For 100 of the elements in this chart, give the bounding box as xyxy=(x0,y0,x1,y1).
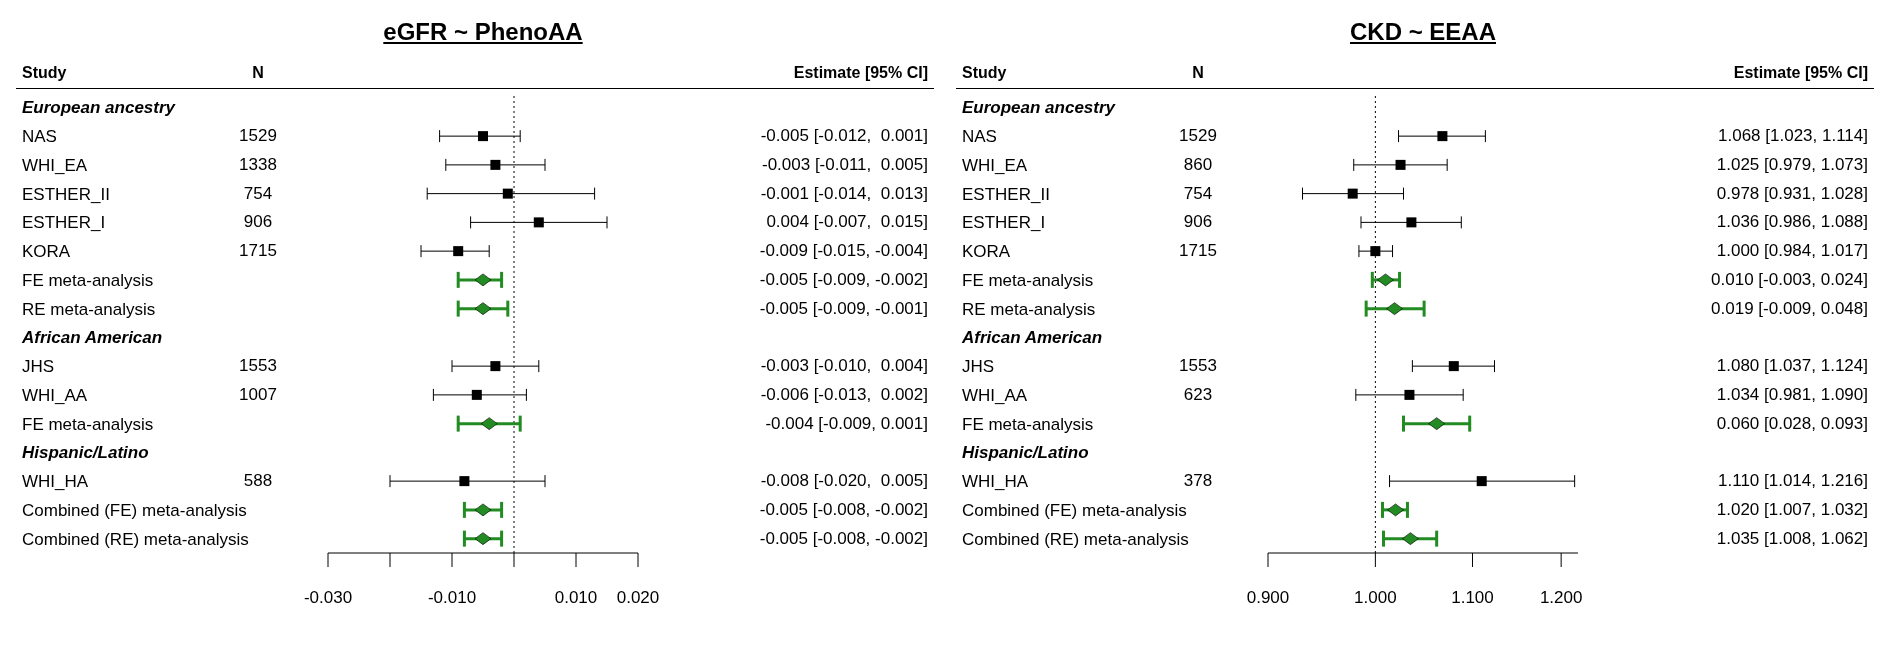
text: -0.005 [-0.012, 0.001] xyxy=(760,126,928,146)
point xyxy=(459,476,470,487)
text: -0.003 [-0.010, 0.004] xyxy=(760,356,928,376)
y-tick-label: WHI_AA xyxy=(22,385,88,405)
text: 0.019 [-0.009, 0.048] xyxy=(1711,298,1868,318)
y-tick-label: Combined (FE) meta-analysis xyxy=(22,500,247,520)
text: -0.003 [-0.011, 0.005] xyxy=(761,154,928,174)
y-tick-label: ESTHER_II xyxy=(962,184,1050,204)
text: -0.005 [-0.009, -0.001] xyxy=(759,298,928,318)
text: 1.080 [1.037, 1.124] xyxy=(1716,356,1868,376)
point xyxy=(474,503,492,517)
point xyxy=(1476,476,1487,487)
point xyxy=(1386,302,1403,315)
point xyxy=(490,159,501,170)
text: 1.035 [1.008, 1.062] xyxy=(1716,528,1868,548)
y-tick-label: JHS xyxy=(22,357,55,377)
y-tick-label: WHI_EA xyxy=(22,155,88,175)
text: 1.110 [1.014, 1.216] xyxy=(1718,471,1868,491)
text: Study xyxy=(22,64,67,82)
y-tick-label: FE meta-analysis xyxy=(962,270,1094,290)
y-tick-label: NAS xyxy=(962,127,997,147)
y2-tick-label: 1007 xyxy=(238,384,278,405)
x-tick-label: 0.900 xyxy=(1246,588,1290,608)
y2-tick-label: 378 xyxy=(1182,471,1214,492)
point xyxy=(533,217,544,228)
text: -0.006 [-0.013, 0.002] xyxy=(760,384,928,404)
point xyxy=(1377,273,1394,287)
text: 0.978 [0.931, 1.028] xyxy=(1716,183,1868,203)
y-tick-label: ESTHER_I xyxy=(22,213,106,233)
text: 1.025 [0.979, 1.073] xyxy=(1716,154,1868,174)
y-tick-label: FE meta-analysis xyxy=(22,414,154,434)
y-tick-label: FE meta-analysis xyxy=(22,270,154,290)
y-tick-label: Combined (FE) meta-analysis xyxy=(962,500,1187,520)
point xyxy=(1402,532,1419,545)
point xyxy=(474,302,492,315)
point xyxy=(1395,159,1406,170)
text: -0.009 [-0.015, -0.004] xyxy=(759,241,928,261)
y-tick-label: ESTHER_II xyxy=(22,184,110,204)
y-tick-label: RE meta-analysis xyxy=(22,299,156,319)
chart-title: eGFR ~ PhenoAA xyxy=(382,18,584,46)
y-tick-label: African American xyxy=(961,328,1103,348)
point xyxy=(478,131,488,142)
x-tick-label: 0.020 xyxy=(616,588,660,608)
y2-tick-label: 754 xyxy=(242,183,274,204)
y-tick-label: KORA xyxy=(22,242,71,262)
x-tick-label: 0.010 xyxy=(554,588,598,608)
y-tick-label: European ancestry xyxy=(962,98,1117,118)
text: Estimate [95% CI] xyxy=(1733,64,1868,82)
text: 1.034 [0.981, 1.090] xyxy=(1716,384,1868,404)
y-tick-label: Hispanic/Latino xyxy=(962,443,1089,463)
point xyxy=(1347,188,1358,199)
text: 1.020 [1.007, 1.032] xyxy=(1716,499,1868,519)
y2-tick-label: 1715 xyxy=(238,241,278,262)
text: Estimate [95% CI] xyxy=(793,64,928,82)
y-tick-label: RE meta-analysis xyxy=(962,299,1096,319)
y-tick-label: European ancestry xyxy=(22,98,177,118)
point xyxy=(1370,246,1381,257)
x-tick-label: -0.010 xyxy=(427,588,477,608)
point xyxy=(1404,389,1415,400)
point xyxy=(1448,361,1459,372)
text: 0.004 [-0.007, 0.015] xyxy=(766,212,928,232)
y2-tick-label: 1715 xyxy=(1178,241,1218,262)
point xyxy=(1428,417,1445,430)
text: N xyxy=(251,64,265,82)
point xyxy=(1437,131,1448,142)
point xyxy=(1406,217,1417,228)
point xyxy=(502,188,513,199)
y-tick-label: JHS xyxy=(962,357,995,377)
text: -0.005 [-0.008, -0.002] xyxy=(759,528,928,548)
point xyxy=(453,246,464,257)
y-tick-label: WHI_AA xyxy=(962,385,1028,405)
y-tick-label: WHI_EA xyxy=(962,155,1028,175)
y2-tick-label: 906 xyxy=(1182,212,1214,233)
point xyxy=(490,361,501,372)
y2-tick-label: 1338 xyxy=(238,154,278,175)
chart-title: CKD ~ EEAA xyxy=(1349,18,1497,46)
y2-tick-label: 1553 xyxy=(238,356,278,377)
text: 1.036 [0.986, 1.088] xyxy=(1716,212,1868,232)
text: -0.004 [-0.009, 0.001] xyxy=(765,413,928,433)
text: -0.001 [-0.014, 0.013] xyxy=(760,183,928,203)
y-tick-label: NAS xyxy=(22,127,57,147)
text: 0.060 [0.028, 0.093] xyxy=(1716,413,1868,433)
y2-tick-label: 1553 xyxy=(1178,356,1218,377)
y-tick-label: ESTHER_I xyxy=(962,213,1046,233)
y-tick-label: WHI_HA xyxy=(962,472,1029,492)
x-tick-label: 1.000 xyxy=(1354,588,1397,608)
text: -0.005 [-0.009, -0.002] xyxy=(759,269,928,289)
y2-tick-label: 906 xyxy=(242,212,274,233)
y-tick-label: Hispanic/Latino xyxy=(22,443,149,463)
y-tick-label: FE meta-analysis xyxy=(962,414,1094,434)
y2-tick-label: 860 xyxy=(1182,154,1214,175)
y2-tick-label: 1529 xyxy=(238,126,278,147)
y2-tick-label: 588 xyxy=(242,471,274,492)
x-tick-label: 1.100 xyxy=(1451,588,1494,608)
x-tick-label: -0.030 xyxy=(303,588,353,608)
y-tick-label: Combined (RE) meta-analysis xyxy=(22,529,249,549)
point xyxy=(1387,503,1404,517)
text: N xyxy=(1191,64,1205,82)
y-tick-label: Combined (RE) meta-analysis xyxy=(962,529,1189,549)
text: 0.010 [-0.003, 0.024] xyxy=(1711,269,1868,289)
